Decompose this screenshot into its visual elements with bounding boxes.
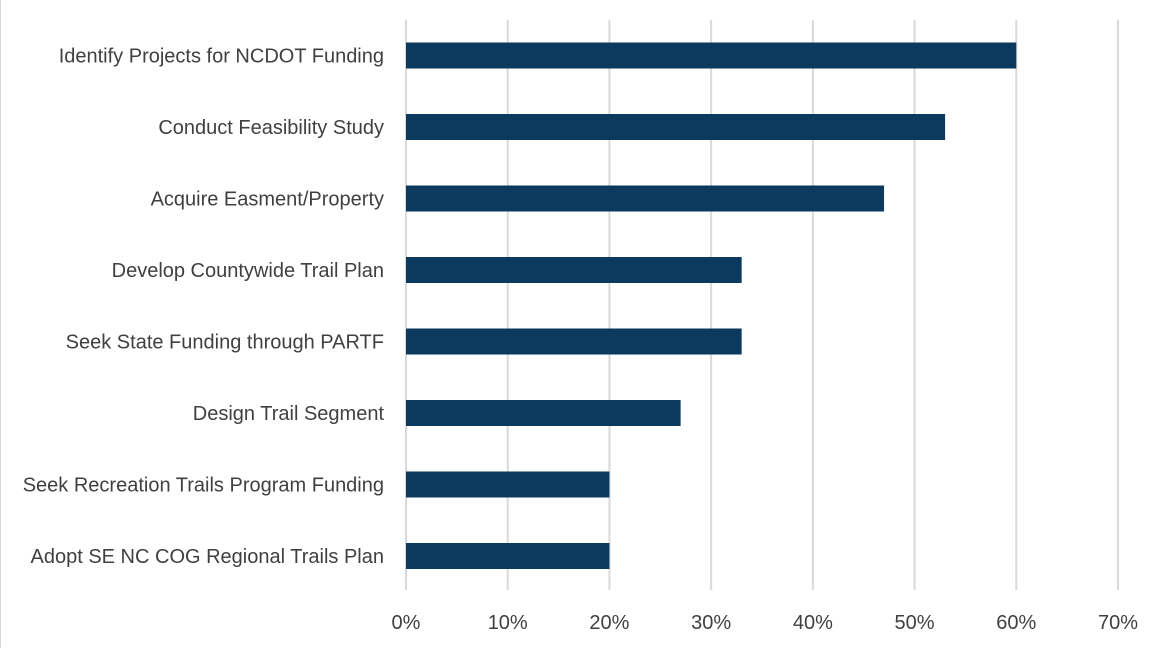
x-tick-label-60: 60% [996, 612, 1036, 634]
gridlines [405, 20, 1119, 590]
bar-2 [406, 114, 946, 140]
category-label-8: Adopt SE NC COG Regional Trails Plan [31, 546, 385, 568]
category-labels: Identify Projects for NCDOT Funding Condu… [23, 46, 385, 569]
x-tick-label-10: 10% [488, 612, 528, 634]
bar-8 [406, 543, 610, 569]
bar-3 [406, 185, 885, 212]
category-label-1: Identify Projects for NCDOT Funding [59, 46, 384, 68]
category-label-2: Conduct Feasibility Study [158, 117, 384, 139]
bar-1 [406, 42, 1017, 69]
category-label-4: Develop Countywide Trail Plan [112, 260, 384, 282]
category-label-6: Design Trail Segment [193, 403, 385, 425]
x-tick-labels: 0% 10% 20% 30% 40% 50% 60% 70% [392, 612, 1139, 634]
x-tick-label-40: 40% [793, 612, 833, 634]
bar-4 [406, 257, 742, 283]
bar-7 [406, 471, 610, 498]
bar-5 [406, 328, 742, 355]
x-tick-label-0: 0% [392, 612, 421, 634]
x-tick-label-30: 30% [691, 612, 731, 634]
bar-6 [406, 400, 681, 426]
category-label-5: Seek State Funding through PARTF [66, 332, 384, 354]
x-tick-label-70: 70% [1098, 612, 1138, 634]
category-label-3: Acquire Easment/Property [151, 189, 384, 211]
category-label-7: Seek Recreation Trails Program Funding [23, 475, 384, 497]
bars [406, 42, 1017, 569]
x-tick-label-20: 20% [589, 612, 629, 634]
x-tick-label-50: 50% [895, 612, 935, 634]
